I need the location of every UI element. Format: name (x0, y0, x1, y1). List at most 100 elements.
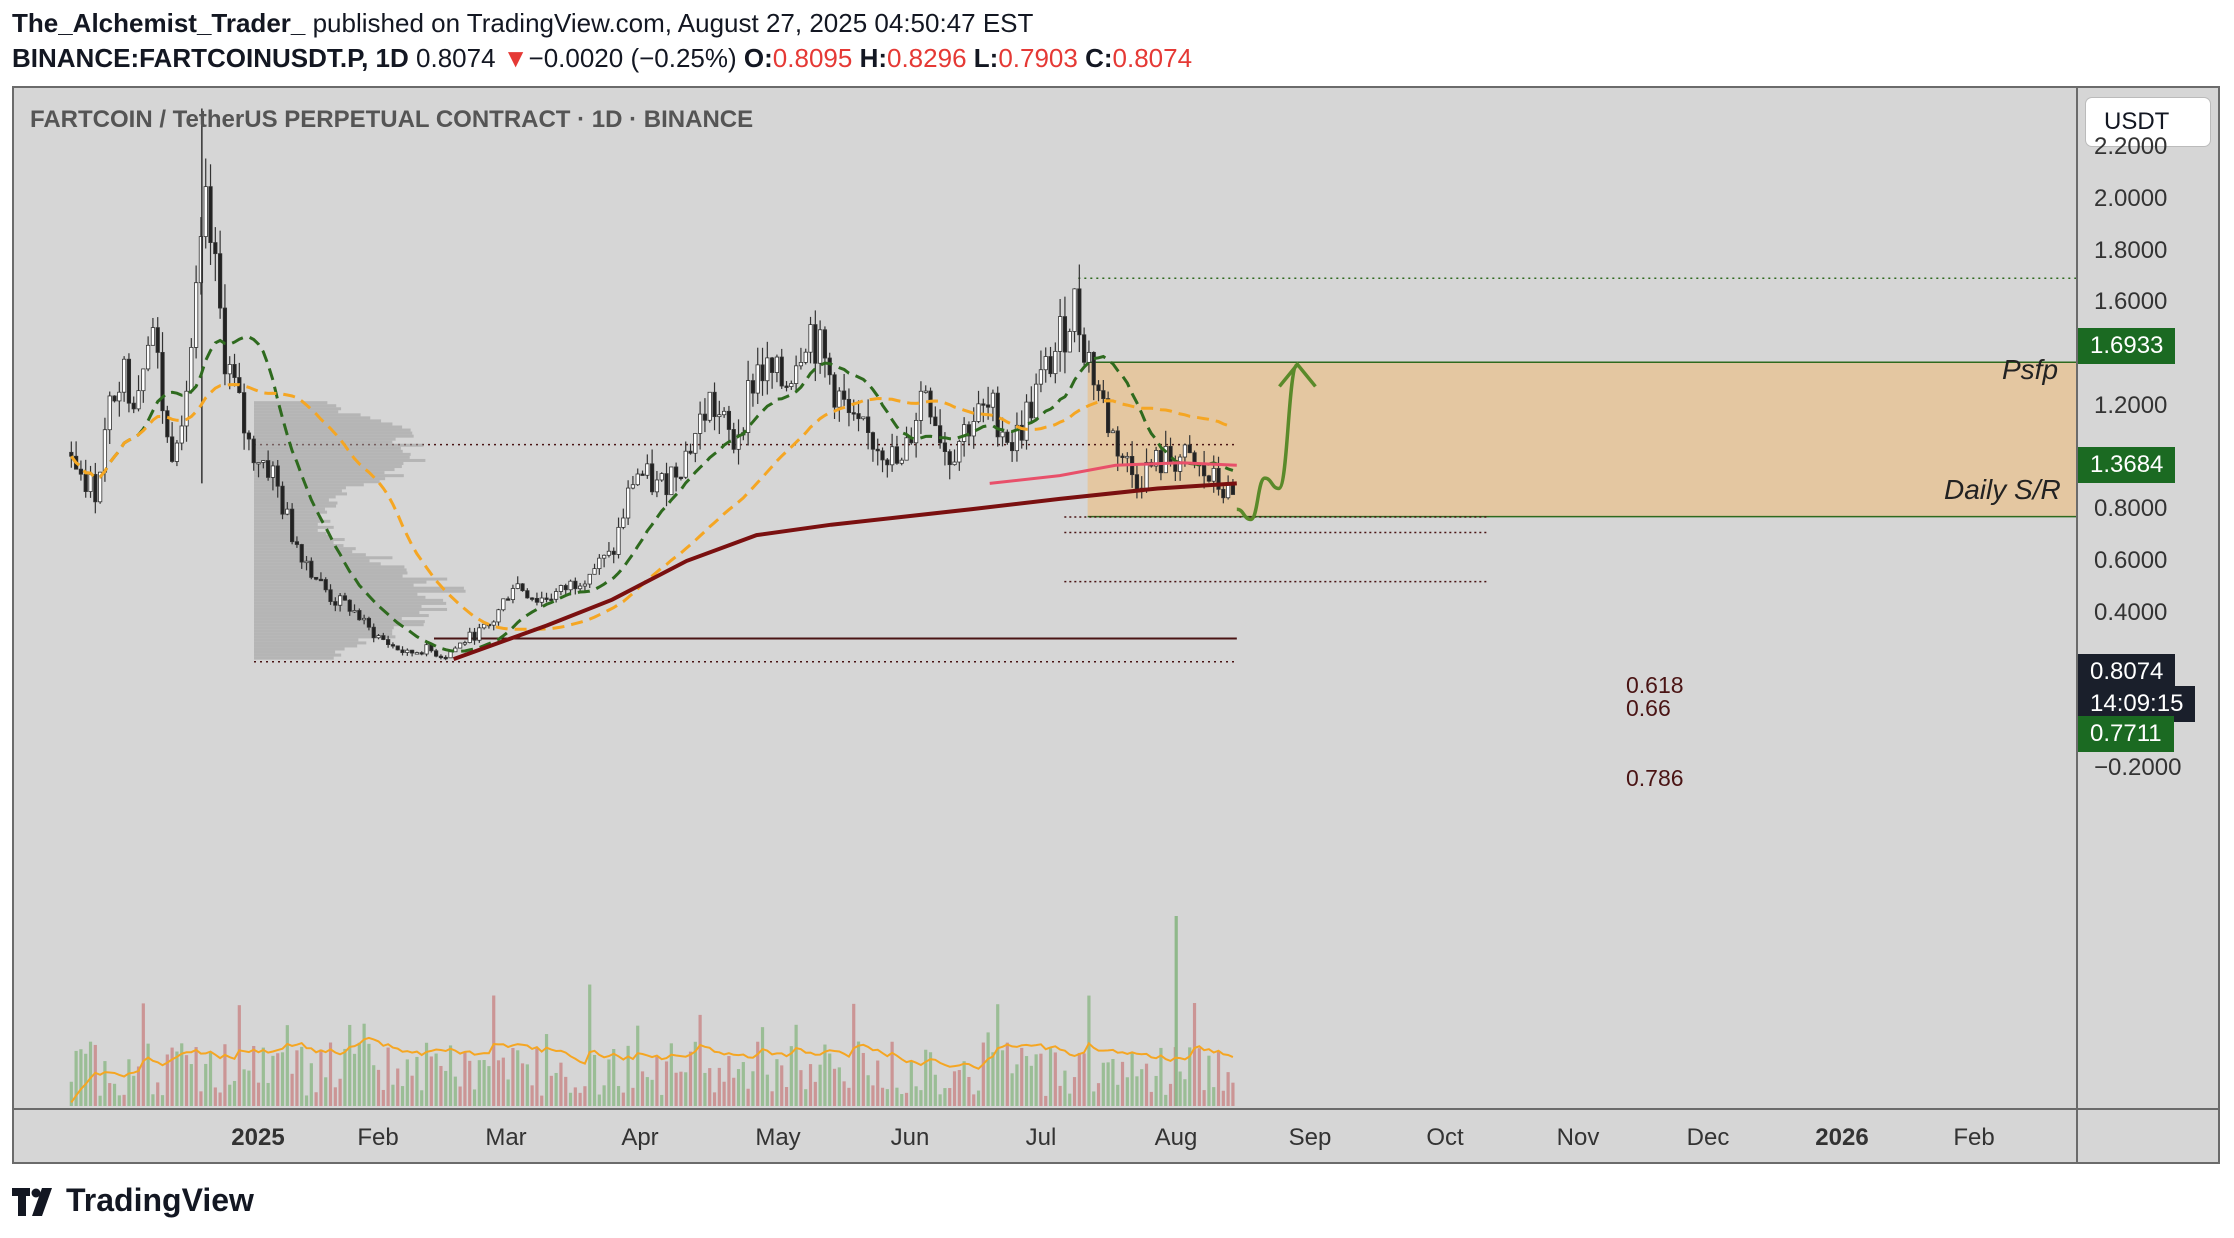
currency-button[interactable]: USDT (2086, 98, 2210, 146)
volume-profile-bar (254, 477, 386, 481)
candle-body (208, 186, 213, 243)
volume-profile-bar (254, 556, 393, 560)
candle (592, 563, 597, 575)
candle-body (165, 410, 170, 438)
volume-profile-bar (254, 501, 338, 505)
volume-bar (204, 1063, 208, 1106)
volume-bar (732, 1077, 736, 1106)
volume-bar (463, 1052, 467, 1106)
candle (990, 389, 996, 422)
volume-bar (578, 1092, 582, 1106)
candle-body (400, 649, 405, 653)
candle-body (1048, 356, 1053, 375)
candle-body (818, 329, 823, 364)
candle (995, 386, 1000, 447)
volume-profile-bar (254, 446, 401, 450)
volume-bar (1135, 1076, 1139, 1106)
author-name[interactable]: The_Alchemist_Trader_ (12, 8, 306, 38)
candle-body (117, 391, 122, 402)
volume-profile-bar (254, 538, 345, 542)
candle (952, 449, 957, 466)
candle (266, 450, 271, 481)
volume-bar (112, 1083, 117, 1106)
volume-bar (458, 1086, 462, 1106)
candle-body (693, 433, 698, 454)
candle-body (1163, 446, 1168, 474)
candle (630, 475, 636, 490)
candle (482, 623, 487, 630)
candle-body (1110, 430, 1116, 434)
candle-body (1034, 383, 1039, 419)
volume-bar (660, 1094, 664, 1106)
candle-body (477, 627, 482, 641)
candle-body (1216, 468, 1221, 490)
candle-body (563, 585, 568, 591)
volume-bar (88, 1041, 93, 1106)
chart-plot-area[interactable] (14, 88, 2076, 1108)
candle (1125, 452, 1130, 473)
candle (150, 317, 156, 346)
candle-body (515, 583, 520, 589)
volume-bar (352, 1053, 357, 1106)
volume-profile-bar (254, 434, 414, 438)
candle-body (448, 651, 453, 659)
candle-body (126, 358, 132, 404)
candle-body (93, 474, 98, 503)
volume-bar (93, 1044, 97, 1106)
candle-body (1000, 431, 1005, 438)
tradingview-wordmark: TradingView (66, 1182, 254, 1218)
time-axis-tick: Sep (1288, 1124, 1332, 1151)
candle (338, 593, 343, 612)
volume-profile-bar (254, 644, 358, 648)
down-arrow-icon: ▼ (502, 43, 529, 73)
candle (539, 591, 544, 607)
candle (635, 468, 640, 486)
volume-bar (1000, 1050, 1005, 1106)
candle (866, 399, 871, 450)
volume-bar (1034, 1054, 1038, 1106)
candle (179, 415, 184, 451)
candle-body (707, 391, 712, 421)
candle-body (1101, 390, 1106, 400)
candle (434, 648, 439, 658)
volume-bar (597, 1094, 601, 1106)
candle (971, 407, 976, 449)
candle-body (1202, 464, 1207, 477)
time-axis-tick: 2025 (231, 1124, 285, 1151)
volume-bar (693, 1041, 697, 1106)
volume-profile-bar (254, 443, 424, 447)
candle (918, 381, 924, 434)
candle-body (275, 465, 280, 487)
tradingview-logo[interactable]: TradingView (12, 1182, 254, 1219)
candle (693, 432, 698, 463)
candle-body (640, 473, 645, 476)
candle-body (309, 560, 314, 578)
volume-bar (127, 1059, 131, 1106)
candle-body (366, 617, 372, 628)
candle-body (1029, 401, 1034, 419)
candle (405, 648, 410, 656)
volume-bar (775, 1059, 779, 1106)
volume-profile-bar (254, 513, 318, 517)
candle (1010, 431, 1015, 462)
volume-profile-bar (254, 495, 336, 499)
volume-bar (295, 1050, 299, 1106)
candle-body (606, 550, 612, 556)
volume-bar (914, 1086, 918, 1106)
candle-body (760, 364, 765, 382)
candle (923, 385, 928, 394)
candle-body (630, 484, 636, 489)
candle-body (376, 635, 381, 639)
volume-bar (621, 1092, 625, 1106)
candle (194, 265, 199, 359)
candle (702, 398, 708, 433)
volume-profile-bar (254, 486, 346, 490)
time-axis-tick: Apr (621, 1124, 659, 1151)
volume-bar (900, 1094, 904, 1106)
candle (294, 536, 300, 548)
candle-body (1043, 356, 1048, 371)
candle (1101, 380, 1106, 404)
volume-bar (1216, 1051, 1221, 1106)
candle-body (981, 403, 986, 406)
volume-bar (852, 1003, 856, 1106)
